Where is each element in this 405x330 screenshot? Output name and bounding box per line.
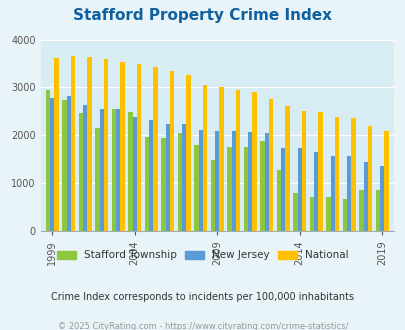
Bar bbox=[309, 197, 313, 231]
Bar bbox=[318, 112, 322, 231]
Bar bbox=[235, 90, 240, 231]
Bar bbox=[165, 124, 169, 231]
Bar bbox=[186, 75, 190, 231]
Bar bbox=[285, 106, 289, 231]
Text: Crime Index corresponds to incidents per 100,000 inhabitants: Crime Index corresponds to incidents per… bbox=[51, 292, 354, 302]
Bar bbox=[375, 190, 379, 231]
Bar bbox=[198, 130, 202, 231]
Bar bbox=[363, 162, 367, 231]
Bar bbox=[149, 119, 153, 231]
Text: © 2025 CityRating.com - https://www.cityrating.com/crime-statistics/: © 2025 CityRating.com - https://www.city… bbox=[58, 322, 347, 330]
Bar bbox=[62, 100, 66, 231]
Bar bbox=[301, 112, 305, 231]
Bar bbox=[70, 56, 75, 231]
Bar bbox=[153, 67, 157, 231]
Bar bbox=[297, 148, 301, 231]
Bar bbox=[210, 160, 215, 231]
Bar bbox=[79, 113, 83, 231]
Bar bbox=[260, 141, 264, 231]
Bar bbox=[104, 59, 108, 231]
Bar bbox=[384, 130, 388, 231]
Bar bbox=[120, 62, 124, 231]
Bar bbox=[95, 128, 99, 231]
Bar bbox=[181, 124, 186, 231]
Bar bbox=[194, 145, 198, 231]
Bar bbox=[161, 138, 165, 231]
Bar bbox=[50, 98, 54, 231]
Bar bbox=[87, 57, 92, 231]
Bar bbox=[268, 99, 273, 231]
Bar bbox=[99, 109, 104, 231]
Bar bbox=[247, 132, 252, 231]
Text: Stafford Property Crime Index: Stafford Property Crime Index bbox=[73, 8, 332, 23]
Bar bbox=[219, 87, 223, 231]
Bar bbox=[326, 197, 330, 231]
Bar bbox=[132, 117, 136, 231]
Bar bbox=[66, 96, 70, 231]
Bar bbox=[280, 148, 285, 231]
Bar bbox=[145, 137, 149, 231]
Bar bbox=[46, 90, 50, 231]
Bar bbox=[243, 147, 247, 231]
Bar bbox=[215, 131, 219, 231]
Bar bbox=[351, 118, 355, 231]
Bar bbox=[54, 58, 58, 231]
Bar bbox=[334, 116, 338, 231]
Bar bbox=[379, 166, 384, 231]
Bar bbox=[264, 133, 268, 231]
Bar bbox=[111, 109, 116, 231]
Bar bbox=[358, 190, 363, 231]
Bar bbox=[313, 152, 318, 231]
Bar bbox=[227, 147, 231, 231]
Legend: Stafford Township, New Jersey, National: Stafford Township, New Jersey, National bbox=[57, 250, 348, 260]
Bar bbox=[136, 64, 141, 231]
Bar bbox=[276, 170, 280, 231]
Bar bbox=[116, 109, 120, 231]
Bar bbox=[342, 199, 346, 231]
Bar bbox=[177, 133, 181, 231]
Bar bbox=[346, 156, 351, 231]
Bar bbox=[367, 126, 371, 231]
Bar bbox=[231, 130, 235, 231]
Bar bbox=[252, 92, 256, 231]
Bar bbox=[330, 156, 334, 231]
Bar bbox=[83, 105, 87, 231]
Bar bbox=[292, 193, 297, 231]
Bar bbox=[169, 71, 174, 231]
Bar bbox=[202, 85, 207, 231]
Bar bbox=[128, 112, 132, 231]
